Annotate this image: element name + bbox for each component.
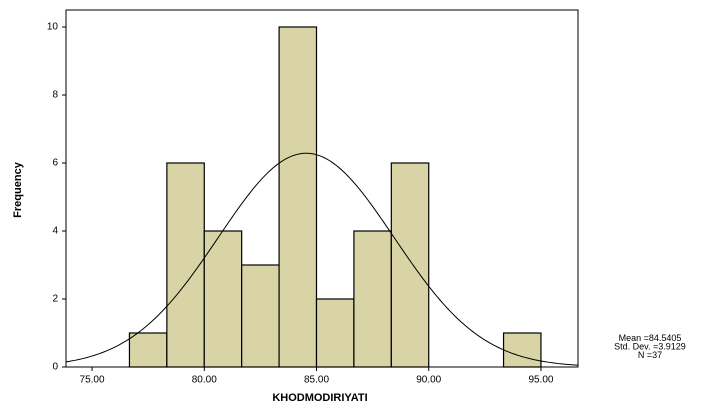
bar [166,162,205,368]
stat-label: N = [638,350,652,360]
stat-value: 84.5405 [649,333,682,343]
stat-text: N =37 [638,350,662,360]
x-axis-title: KHODMODIRIYATI [272,392,367,404]
x-tick-label: 90.00 [416,375,441,386]
y-tick-label: 6 [52,158,58,169]
bar [278,26,318,368]
bar [502,332,542,368]
y-tick-label: 10 [47,22,59,33]
y-tick-label: 8 [52,90,58,101]
stat-text: Mean =84.5405 [619,333,682,343]
x-tick-label: 75.00 [80,375,105,386]
bar [241,264,280,368]
stat-value: 37 [652,350,662,360]
x-tick-label: 95.00 [528,375,553,386]
x-tick-label: 85.00 [304,375,329,386]
bar [128,332,168,368]
y-tick-label: 2 [52,294,58,305]
stat-label: Std. Dev. = [614,342,658,352]
normal-curve [65,152,579,366]
stat-label: Mean = [619,333,649,343]
bar [353,230,392,368]
y-tick-label: 4 [52,226,58,237]
y-tick-label: 0 [52,362,58,373]
stat-text: Std. Dev. =3.9129 [614,342,686,352]
bar [390,162,430,368]
x-tick-label: 80.00 [192,375,217,386]
stat-value: 3.9129 [658,342,686,352]
bar [315,298,355,368]
bar [203,230,243,368]
y-axis-title: Frequency [12,161,24,218]
